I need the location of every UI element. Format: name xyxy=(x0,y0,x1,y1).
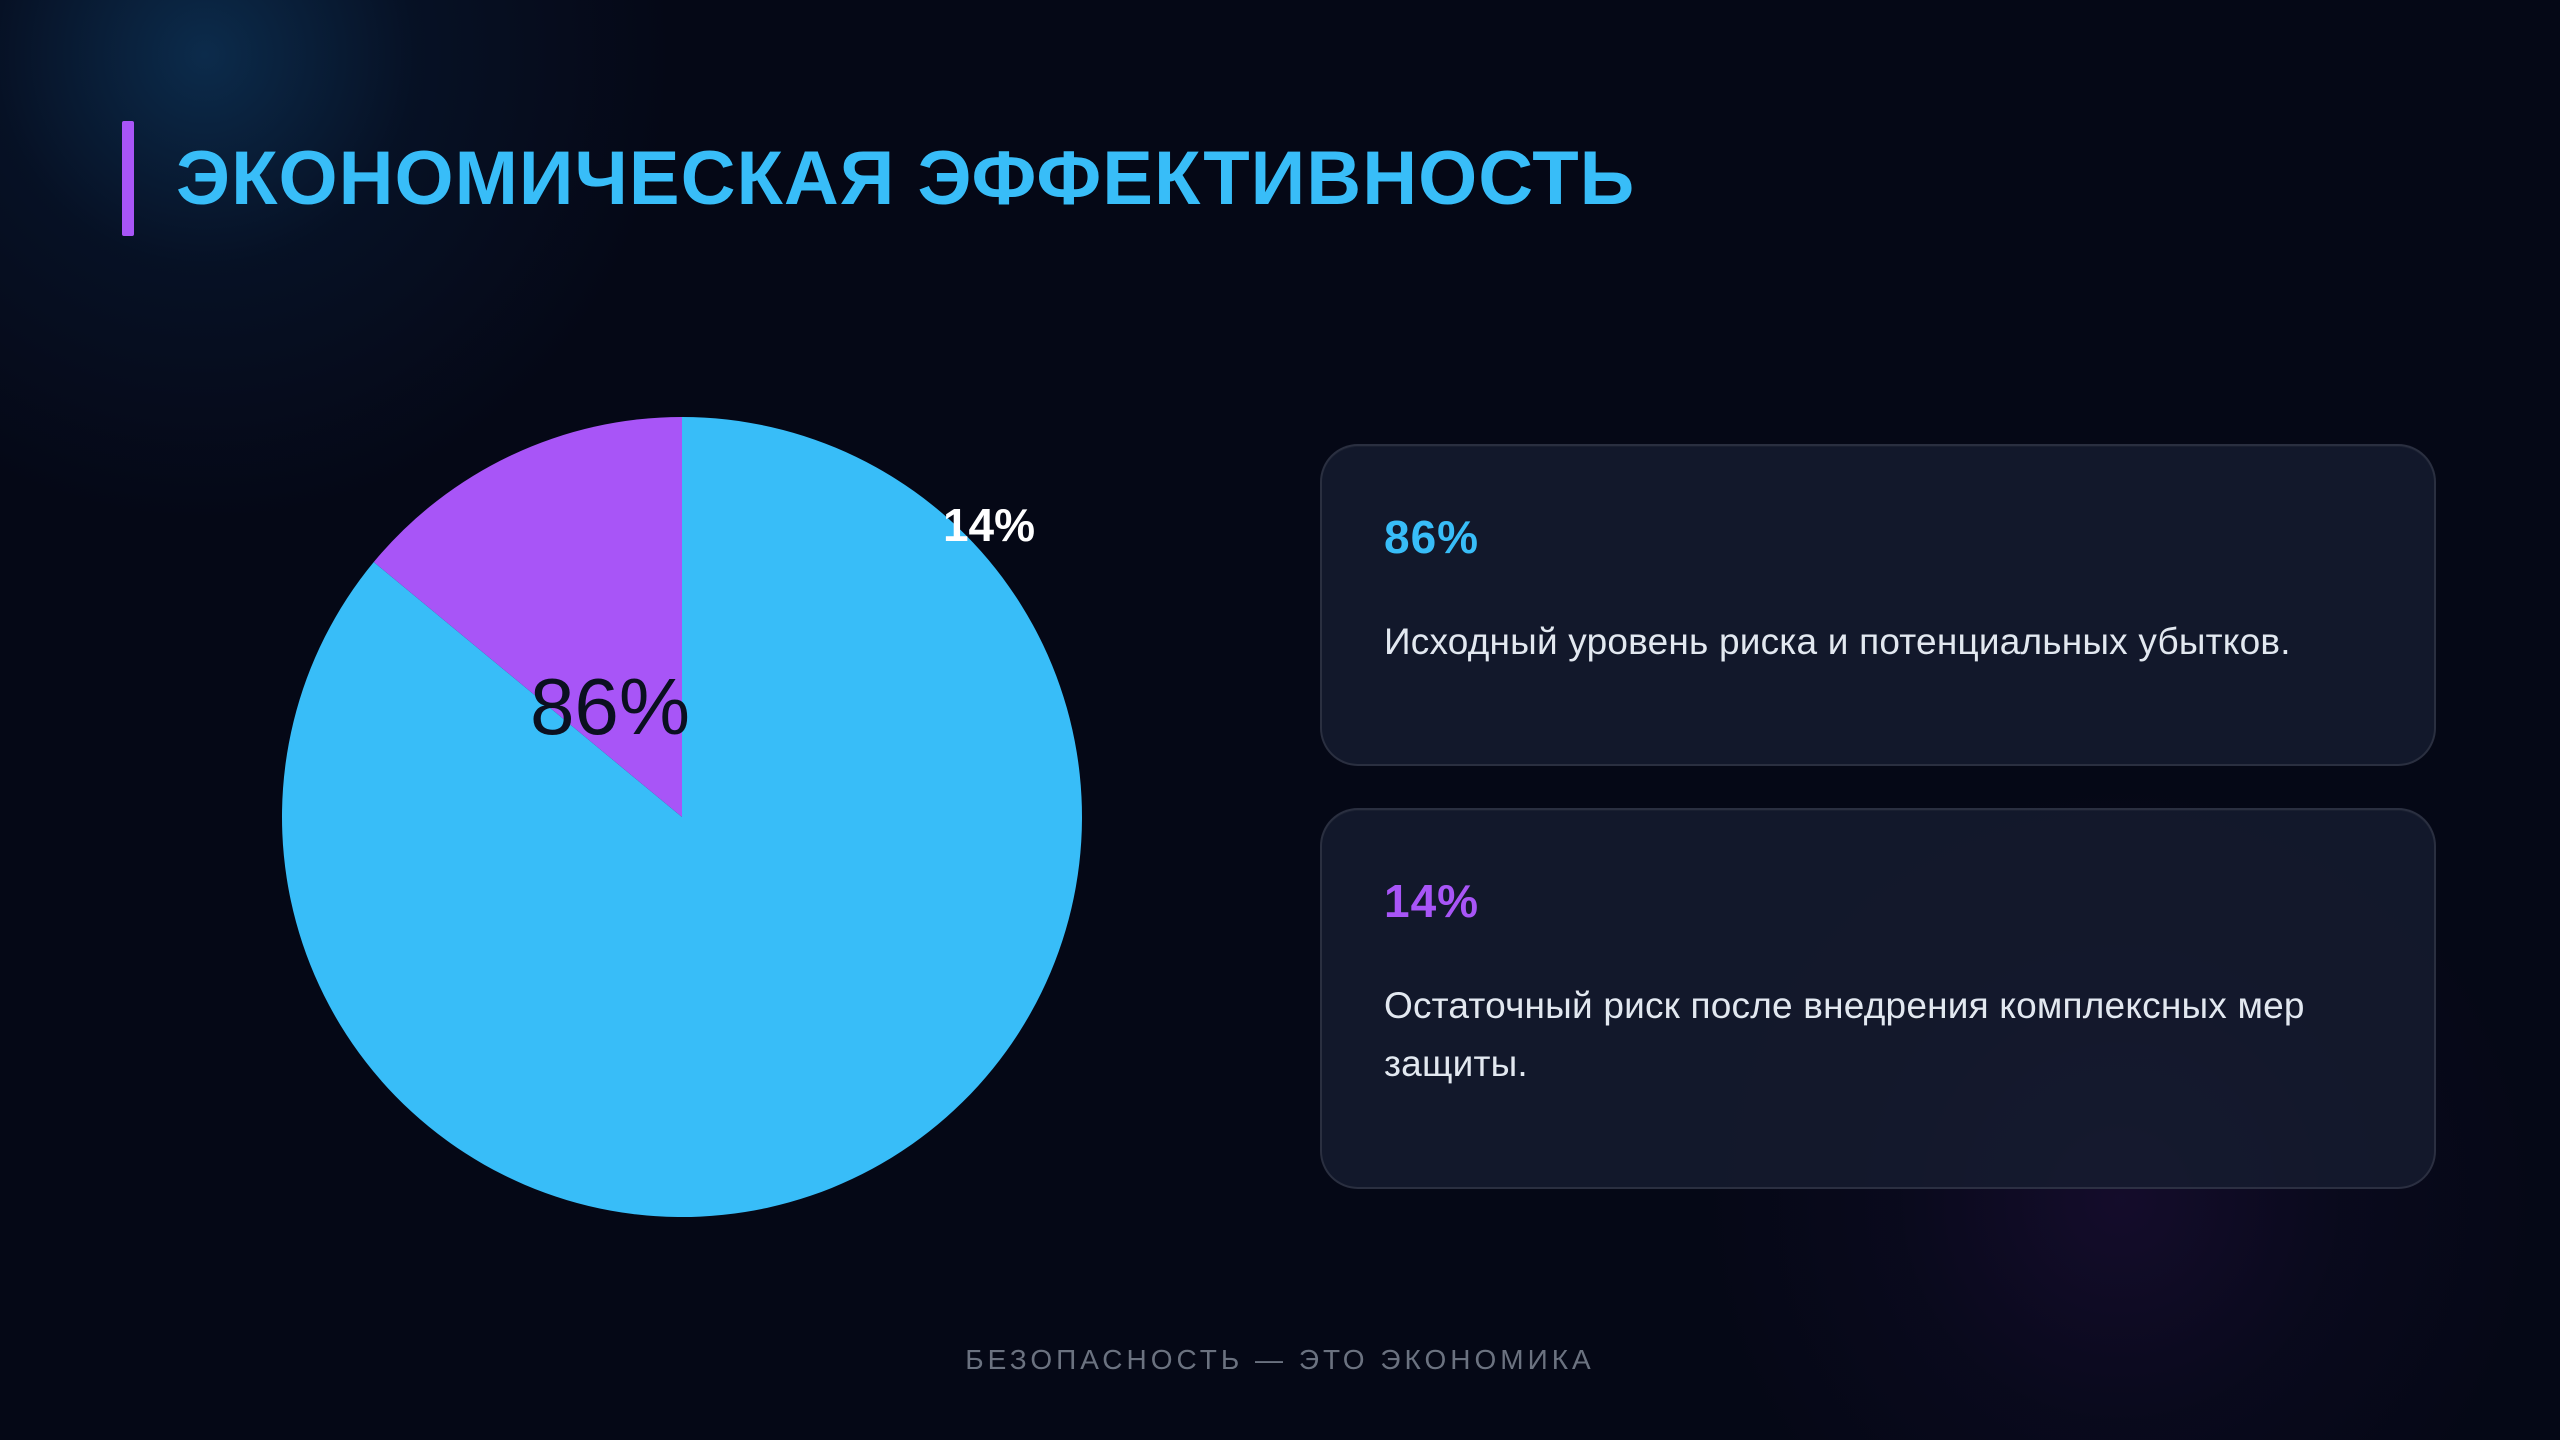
residual-risk-card: 14% Остаточный риск после внедрения комп… xyxy=(1320,808,2436,1189)
title-group: ЭКОНОМИЧЕСКАЯ ЭФФЕКТИВНОСТЬ xyxy=(122,121,1635,236)
pie-slice-initial-risk xyxy=(281,417,1082,1217)
initial-risk-card: 86% Исходный уровень риска и потенциальн… xyxy=(1320,444,2436,766)
initial-risk-description: Исходный уровень риска и потенциальных у… xyxy=(1384,621,2291,662)
residual-risk-description: Остаточный риск после внедрения комплекс… xyxy=(1384,985,2305,1084)
initial-risk-value: 86% xyxy=(1384,511,1480,563)
residual-risk-value: 14% xyxy=(1384,875,1480,927)
pie-slice-residual-risk xyxy=(373,417,682,817)
pie-label-14-percent: 14% xyxy=(943,499,1035,551)
title-accent-bar xyxy=(122,121,134,236)
page-title: ЭКОНОМИЧЕСКАЯ ЭФФЕКТИВНОСТЬ xyxy=(176,135,1636,221)
pie-label-86-percent: 86% xyxy=(530,662,690,751)
footer-tagline: БЕЗОПАСНОСТЬ — ЭТО ЭКОНОМИКА xyxy=(965,1344,1595,1375)
